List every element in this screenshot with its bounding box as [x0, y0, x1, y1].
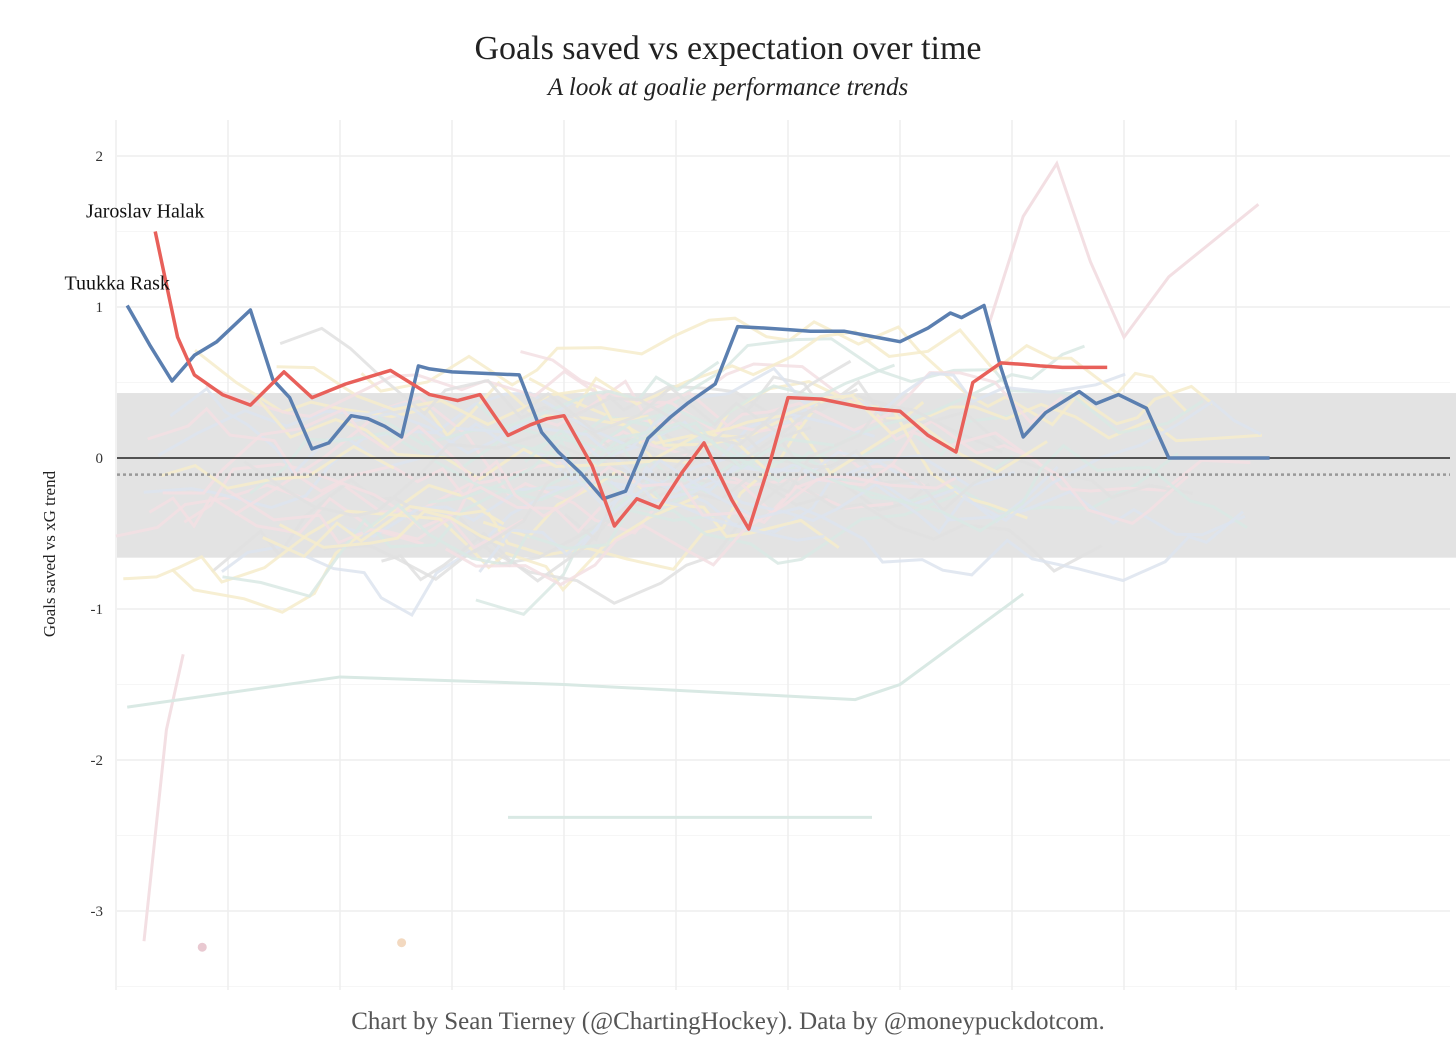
background-goalie-line: [157, 402, 444, 457]
y-tick-label: 1: [96, 300, 104, 316]
background-goalie-line: [520, 350, 1064, 435]
background-goalie-line: [278, 509, 505, 549]
background-goalie-line: [555, 454, 1244, 583]
background-goalie-line: [417, 432, 1014, 565]
background-goalie-line: [205, 369, 609, 418]
background-goalie-line: [528, 377, 1262, 476]
background-goalie-line: [563, 402, 1003, 542]
background-goalie-line: [126, 592, 1025, 709]
chart-plot: 2 1 0 -1 -2 -3 Jaroslav Halak Tuukka Rask: [65, 120, 1456, 990]
series-line-jaroslav-halak: [153, 231, 1108, 531]
background-goalie-line: [361, 503, 715, 568]
y-tick-labels: 2 1 0 -1 -2 -3: [91, 149, 104, 920]
background-goalie-line: [377, 360, 720, 446]
highlight-series: [125, 231, 1270, 531]
background-goalie-line: [183, 462, 478, 530]
background-goalie-line: [582, 399, 1262, 535]
background-goalie-line: [222, 344, 1086, 598]
y-tick-label: -2: [91, 753, 104, 769]
background-goalie-line: [142, 653, 185, 942]
background-goalie-line: [988, 160, 1260, 341]
chart-title: Goals saved vs expectation over time: [474, 30, 982, 67]
background-goalie-line: [258, 394, 1048, 481]
background-goalie-line: [331, 485, 560, 538]
y-tick-label: -3: [91, 904, 104, 920]
background-goalie-line: [531, 421, 1248, 533]
series-line-tuukka-rask: [125, 303, 1270, 501]
caption: Chart by Sean Tierney (@ChartingHockey).…: [351, 1008, 1105, 1035]
annotation-label: Tuukka Rask: [65, 272, 170, 294]
background-goalie-line: [243, 430, 549, 518]
background-goalie-line: [524, 421, 835, 470]
background-goalie-line: [262, 505, 505, 559]
background-goalie-line: [520, 385, 812, 439]
background-goalie-line: [221, 396, 824, 618]
background-goalie-line: [323, 477, 1103, 605]
y-tick-label: 0: [96, 451, 104, 467]
y-tick-label: 2: [96, 149, 104, 165]
annotations: Jaroslav Halak Tuukka Rask: [65, 201, 205, 295]
background-point: [397, 938, 407, 948]
y-tick-label: -1: [91, 602, 104, 618]
background-goalie-line: [162, 407, 957, 525]
background-goalie-lines: [115, 160, 1262, 952]
background-goalie-line: [143, 391, 590, 510]
background-point: [197, 942, 207, 952]
chart-subtitle: A look at goalie performance trends: [547, 74, 909, 101]
annotation-label: Jaroslav Halak: [86, 201, 204, 223]
background-goalie-line: [210, 439, 907, 574]
background-goalie-line: [352, 366, 1126, 455]
background-goalie-line: [148, 495, 424, 546]
background-goalie-line: [123, 494, 699, 593]
